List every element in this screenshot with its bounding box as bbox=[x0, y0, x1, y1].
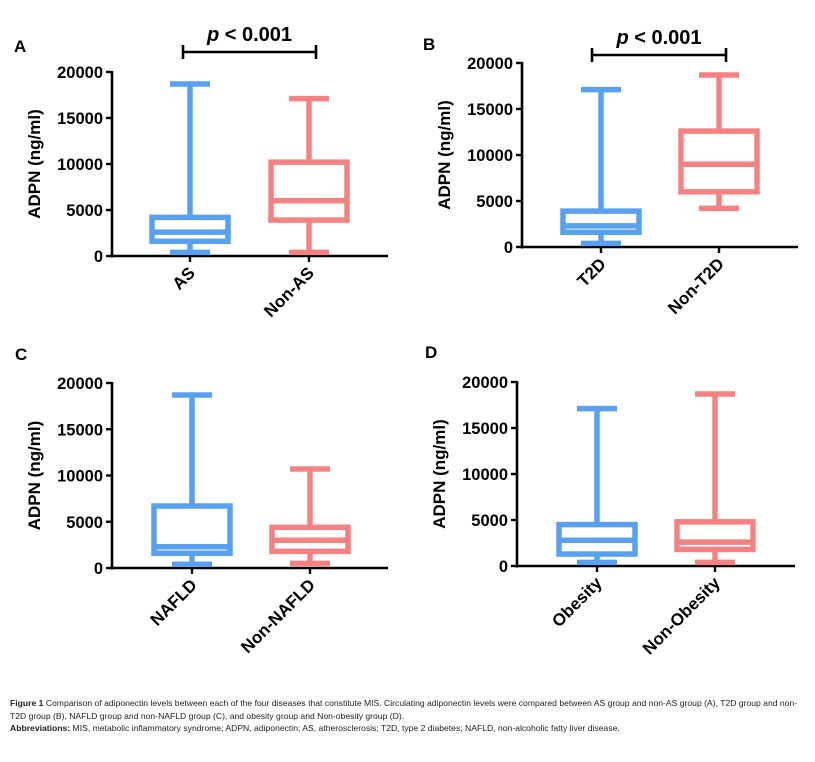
panel-label: A bbox=[14, 37, 26, 56]
y-axis-label: ADPN (ng/ml) bbox=[25, 109, 44, 219]
panel-label: C bbox=[15, 345, 27, 364]
y-tick-label: 20000 bbox=[57, 64, 103, 82]
y-tick-label: 15000 bbox=[57, 421, 103, 439]
x-tick-label: NAFLD bbox=[147, 575, 201, 629]
y-tick-label: 10000 bbox=[57, 156, 103, 174]
p-value: < 0.001 bbox=[219, 24, 292, 46]
y-axis-label: ADPN (ng/ml) bbox=[435, 100, 454, 210]
x-tick-label: Obesity bbox=[548, 573, 606, 631]
significance-label: p < 0.001 bbox=[615, 27, 701, 49]
abbreviations-text: MIS, metabolic inflammatory syndrome; AD… bbox=[70, 723, 620, 733]
box-non-obesity bbox=[674, 391, 756, 566]
significance-label: p < 0.001 bbox=[206, 24, 292, 46]
x-tick-label: T2D bbox=[574, 254, 610, 290]
iqr-box bbox=[678, 128, 760, 195]
y-tick-label: 15000 bbox=[467, 101, 513, 119]
y-tick-label: 5000 bbox=[66, 514, 103, 532]
y-axis-label: ADPN (ng/ml) bbox=[430, 419, 449, 529]
panel-a: A 0 5000 10000 15000 20000 ADPN (ng/ml) AS Non-A… bbox=[14, 24, 388, 321]
abbreviations-label: Abbreviations: bbox=[10, 723, 71, 733]
x-tick-label: AS bbox=[169, 263, 199, 293]
y-tick-label: 20000 bbox=[462, 374, 508, 392]
figure: A 0 5000 10000 15000 20000 ADPN (ng/ml) AS Non-A… bbox=[14, 24, 798, 658]
y-tick-label: 15000 bbox=[57, 110, 103, 128]
box-non-as bbox=[268, 95, 350, 256]
figure-caption: Figure 1 Comparison of adiponectin level… bbox=[10, 697, 810, 735]
iqr-box bbox=[268, 159, 350, 223]
panel-label: D bbox=[425, 343, 437, 362]
y-tick-label: 0 bbox=[94, 248, 103, 266]
panel-b: B 0 5000 10000 15000 20000 ADPN (ng/ml) T2D Non-… bbox=[423, 27, 798, 318]
figure-label: Figure 1 bbox=[10, 698, 44, 708]
panel-label: B bbox=[423, 35, 435, 54]
x-tick-label: Non-T2D bbox=[664, 254, 728, 318]
box-t2d bbox=[560, 86, 642, 247]
y-tick-label: 0 bbox=[504, 239, 513, 257]
y-tick-label: 5000 bbox=[66, 202, 103, 220]
y-tick-label: 10000 bbox=[57, 468, 103, 486]
y-tick-label: 10000 bbox=[462, 466, 508, 484]
y-tick-label: 5000 bbox=[476, 193, 513, 211]
x-tick-label: Non-AS bbox=[260, 263, 318, 321]
p-symbol: p bbox=[615, 27, 628, 49]
y-tick-label: 20000 bbox=[57, 375, 103, 393]
y-tick-label: 0 bbox=[499, 558, 508, 576]
box-non-t2d bbox=[678, 72, 760, 212]
y-tick-label: 15000 bbox=[462, 420, 508, 438]
y-tick-label: 5000 bbox=[471, 512, 508, 530]
box-non-nafld bbox=[269, 466, 351, 567]
y-tick-label: 0 bbox=[94, 560, 103, 578]
iqr-box bbox=[149, 214, 231, 245]
iqr-box bbox=[674, 519, 756, 553]
panel-c: C 0 5000 10000 15000 20000 ADPN (ng/ml) NAFLD No… bbox=[15, 345, 388, 657]
box-nafld bbox=[151, 392, 233, 568]
y-axis-label: ADPN (ng/ml) bbox=[25, 421, 44, 531]
box-as bbox=[149, 81, 231, 256]
p-value: < 0.001 bbox=[629, 27, 702, 49]
y-tick-label: 10000 bbox=[467, 147, 513, 165]
x-tick-label: Non-NAFLD bbox=[237, 575, 319, 657]
panel-d: D 0 5000 10000 15000 20000 ADPN (ng/ml) Obesity… bbox=[425, 343, 795, 658]
caption-main: Figure 1 Comparison of adiponectin level… bbox=[10, 697, 810, 722]
caption-abbreviations: Abbreviations: MIS, metabolic inflammato… bbox=[10, 722, 810, 735]
iqr-box bbox=[560, 208, 642, 236]
y-tick-label: 20000 bbox=[467, 55, 513, 73]
iqr-box bbox=[151, 503, 233, 556]
caption-text: Comparison of adiponectin levels between… bbox=[10, 698, 798, 721]
p-symbol: p bbox=[206, 24, 219, 46]
box-obesity bbox=[556, 405, 638, 566]
x-tick-label: Non-Obesity bbox=[639, 573, 724, 658]
